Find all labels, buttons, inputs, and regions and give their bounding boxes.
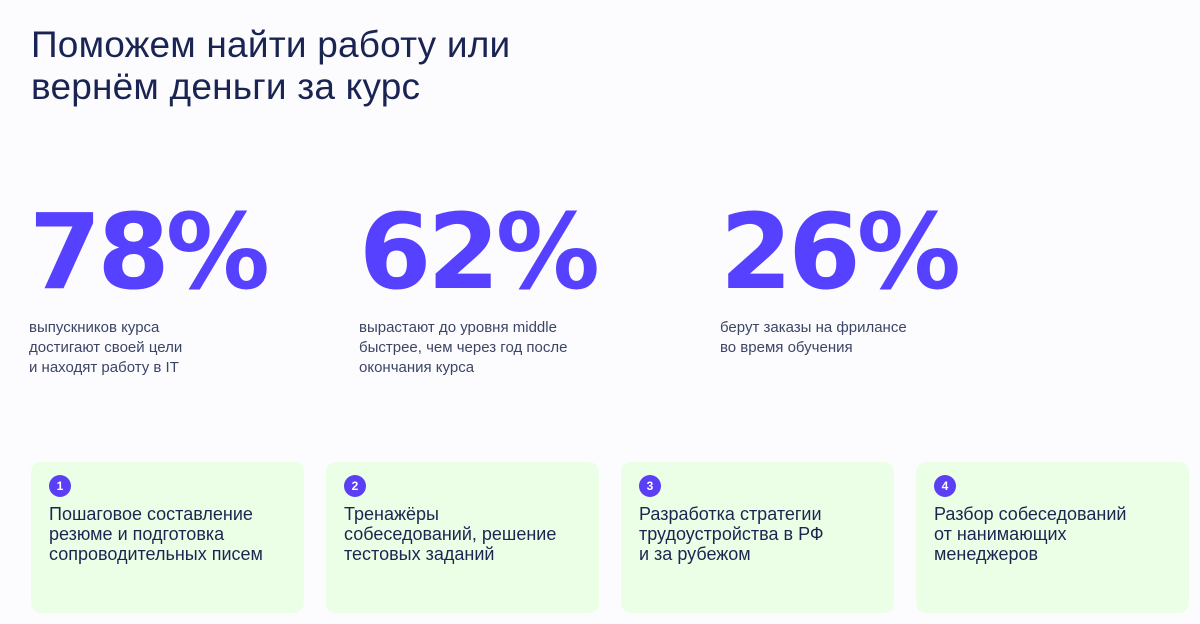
stat-caption: выпускников курса достигают своей цели и…: [29, 318, 266, 378]
benefit-card-line: сопроводительных писем: [49, 544, 263, 564]
benefit-card-line: от нанимающих: [934, 524, 1067, 544]
page-title: Поможем найти работу или вернём деньги з…: [31, 24, 651, 108]
benefit-card-line: Разработка стратегии: [639, 504, 822, 524]
benefit-card-employment-strategy: 3 Разработка стратегии трудоустройства в…: [621, 462, 894, 613]
stat-caption-line: выпускников курса: [29, 319, 160, 336]
benefit-card-line: резюме и подготовка: [49, 524, 225, 544]
stat-caption-line: быстрее, чем через год после: [359, 339, 568, 356]
benefit-card-line: трудоустройства в РФ: [639, 524, 824, 544]
stat-middle-level-growth: 62% вырастают до уровня middle быстрее, …: [359, 191, 600, 378]
benefit-card-text: Разработка стратегии трудоустройства в Р…: [639, 504, 876, 564]
benefit-card-line: тестовых заданий: [344, 544, 495, 564]
stat-graduates-employed: 78% выпускников курса достигают своей це…: [29, 191, 270, 378]
stat-caption-line: окончания курса: [359, 359, 475, 376]
benefit-cards: 1 Пошаговое составление резюме и подгото…: [31, 462, 1189, 613]
benefit-card-line: собеседований, решение: [344, 524, 557, 544]
benefit-card-line: Тренажёры: [344, 504, 439, 524]
stat-value: 78%: [29, 191, 270, 313]
benefit-card-interview-review: 4 Разбор собеседований от нанимающих мен…: [916, 462, 1189, 613]
benefit-card-text: Пошаговое составление резюме и подготовк…: [49, 504, 286, 564]
benefit-card-text: Разбор собеседований от нанимающих менед…: [934, 504, 1171, 564]
stat-caption: берут заказы на фрилансе во время обучен…: [720, 318, 957, 358]
stat-caption-line: достигают своей цели: [29, 339, 183, 356]
step-number-badge: 1: [49, 475, 71, 497]
page-title-line: Поможем найти работу или: [31, 24, 511, 65]
stat-caption-line: берут заказы на фрилансе: [720, 319, 907, 336]
stat-value: 62%: [359, 191, 600, 313]
step-number-badge: 3: [639, 475, 661, 497]
benefit-card-resume: 1 Пошаговое составление резюме и подгото…: [31, 462, 304, 613]
step-number-badge: 4: [934, 475, 956, 497]
benefit-card-text: Тренажёры собеседований, решение тестовы…: [344, 504, 581, 564]
stat-caption-line: во время обучения: [720, 339, 853, 356]
stat-freelance-orders: 26% берут заказы на фрилансе во время об…: [720, 191, 961, 358]
benefit-card-line: Пошаговое составление: [49, 504, 253, 524]
stat-caption-line: вырастают до уровня middle: [359, 319, 557, 336]
benefit-card-line: Разбор собеседований: [934, 504, 1127, 524]
stat-caption: вырастают до уровня middle быстрее, чем …: [359, 318, 596, 378]
page-title-line: вернём деньги за курс: [31, 66, 421, 107]
step-number-badge: 2: [344, 475, 366, 497]
stat-caption-line: и находят работу в IT: [29, 359, 179, 376]
benefit-card-interview-trainers: 2 Тренажёры собеседований, решение тесто…: [326, 462, 599, 613]
stat-value: 26%: [720, 191, 961, 313]
benefit-card-line: и за рубежом: [639, 544, 751, 564]
benefit-card-line: менеджеров: [934, 544, 1039, 564]
